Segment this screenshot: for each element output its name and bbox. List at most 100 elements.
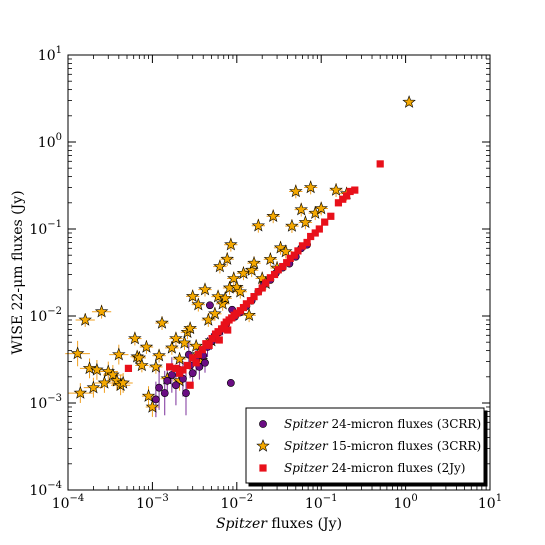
x-tick-label: 10−2 xyxy=(221,493,254,512)
star-point xyxy=(224,237,238,251)
square-point xyxy=(298,242,307,250)
star-point xyxy=(220,252,234,265)
square-point xyxy=(294,247,302,255)
star-point xyxy=(402,95,416,108)
circle-point xyxy=(188,369,197,378)
star-point xyxy=(169,331,183,345)
square-point xyxy=(339,195,347,203)
star-point xyxy=(141,389,156,402)
star-point xyxy=(112,347,126,361)
y-axis-label: WISE 22-μm fluxes (Jy) xyxy=(10,190,26,354)
square-point xyxy=(351,186,359,194)
square-point xyxy=(179,366,187,374)
y-tick-label: 10−3 xyxy=(29,393,62,412)
square-point xyxy=(246,297,255,305)
y-tick-label: 101 xyxy=(38,45,62,64)
x-tick-label: 10−3 xyxy=(136,493,169,512)
star-point xyxy=(97,375,112,389)
square-point xyxy=(166,363,174,371)
star-point xyxy=(135,358,149,372)
square-point xyxy=(239,303,248,312)
circle-point xyxy=(155,383,163,392)
square-point xyxy=(274,266,282,274)
star-point xyxy=(106,367,120,381)
square-point xyxy=(327,212,335,220)
square-point xyxy=(286,254,294,262)
square-point xyxy=(343,192,351,200)
circle-point xyxy=(201,358,209,367)
square-point xyxy=(334,199,343,207)
x-tick-label: 10−1 xyxy=(305,493,338,512)
star-point xyxy=(183,321,197,335)
star-point xyxy=(329,183,343,196)
y-tick-label: 100 xyxy=(38,132,62,151)
square-point xyxy=(283,259,291,267)
star-point xyxy=(303,180,318,194)
star-point xyxy=(285,219,299,232)
x-axis-label: Spitzer fluxes (Jy) xyxy=(216,516,342,532)
x-tick-label: 100 xyxy=(393,493,417,512)
star-point xyxy=(149,359,163,373)
square-point xyxy=(258,284,266,292)
star-point xyxy=(298,215,313,229)
square-point xyxy=(215,336,223,344)
star-point xyxy=(266,209,280,222)
star-point xyxy=(82,361,97,375)
legend-box xyxy=(245,407,485,484)
circle-point xyxy=(226,379,235,387)
square-point xyxy=(205,341,213,349)
circle-point xyxy=(167,371,176,379)
x-tick-label: 101 xyxy=(478,493,502,512)
star-point xyxy=(247,256,261,269)
star-point xyxy=(185,289,200,303)
square-point xyxy=(346,187,354,196)
star-point xyxy=(314,201,328,215)
y-tick-label: 10−2 xyxy=(29,306,62,325)
star-point xyxy=(218,291,232,304)
square-point xyxy=(183,361,192,370)
circle-point xyxy=(172,381,180,390)
square-point xyxy=(315,225,323,233)
star-point xyxy=(116,375,130,389)
star-point xyxy=(279,244,293,258)
star-point xyxy=(242,308,256,321)
star-point xyxy=(198,282,212,296)
star-point xyxy=(294,202,308,216)
star-point xyxy=(251,218,266,232)
star-point xyxy=(86,380,101,394)
star-point xyxy=(132,350,147,364)
star-point xyxy=(263,252,278,266)
star-point xyxy=(189,339,203,352)
square-point xyxy=(172,364,180,372)
y-tick-label: 10−4 xyxy=(29,480,62,499)
circle-point xyxy=(205,301,214,310)
circle-point xyxy=(182,389,190,397)
square-point xyxy=(307,232,315,241)
square-point xyxy=(242,300,251,308)
legend-circle-marker xyxy=(259,420,267,428)
star-point xyxy=(289,184,303,198)
star-point xyxy=(236,266,251,279)
error-bars-layer xyxy=(65,98,413,418)
legend: Spitzer 24-micron fluxes (3CRR) Spitzer 1… xyxy=(245,407,485,484)
legend-label: Spitzer 15-micron fluxes (3CRR) xyxy=(284,439,481,453)
square-point xyxy=(192,359,200,367)
legend-label: Spitzer 24-micron fluxes (3CRR) xyxy=(284,417,481,431)
star-point xyxy=(145,399,160,413)
star-point xyxy=(233,284,248,298)
square-point xyxy=(189,354,197,362)
data-points-layer xyxy=(70,95,416,413)
star-point xyxy=(139,339,154,353)
star-point xyxy=(244,263,259,276)
square-point xyxy=(250,293,258,301)
tick-labels-layer: 10−4 10−3 10−2 10−1 100 101 10−4 10−3 10−2 10−1 10… xyxy=(29,45,502,512)
square-point xyxy=(270,270,279,279)
star-point xyxy=(177,335,192,349)
star-point xyxy=(211,289,225,303)
star-point xyxy=(227,271,241,285)
star-point xyxy=(94,304,109,318)
star-point xyxy=(213,259,227,273)
circle-point xyxy=(163,376,172,385)
y-tick-label: 10−1 xyxy=(29,219,62,238)
